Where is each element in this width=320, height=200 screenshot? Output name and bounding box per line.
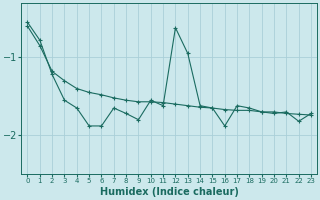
X-axis label: Humidex (Indice chaleur): Humidex (Indice chaleur) xyxy=(100,187,239,197)
